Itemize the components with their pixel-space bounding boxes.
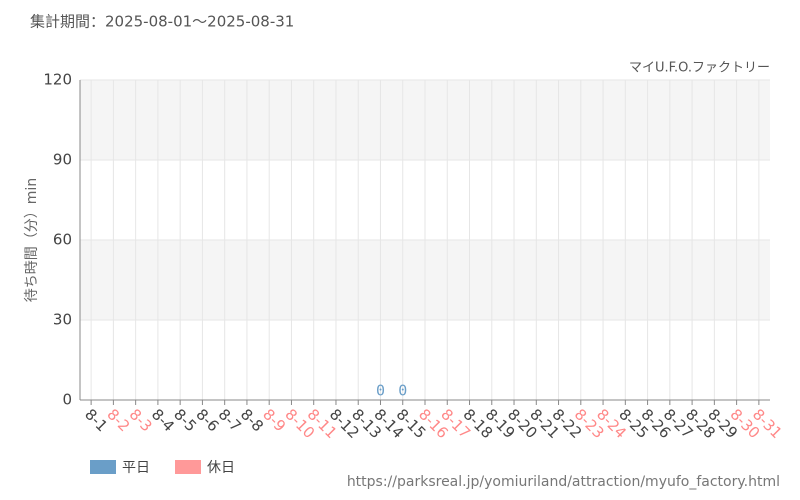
- legend-label: 平日: [122, 460, 150, 476]
- y-axis-label: 待ち時間（分）min: [24, 178, 40, 302]
- y-tick-label: 90: [53, 151, 72, 169]
- chart-title: マイU.F.O.ファクトリー: [629, 61, 770, 76]
- y-tick-label: 60: [53, 231, 72, 249]
- y-tick-label: 120: [43, 71, 72, 89]
- y-tick-label: 0: [62, 391, 72, 409]
- legend-label: 休日: [207, 460, 235, 476]
- y-tick-label: 30: [53, 311, 72, 329]
- value-label: 0: [398, 382, 407, 400]
- chart-subtitle: 集計期間：2025-08-01～2025-08-31: [30, 13, 294, 31]
- source-url: https://parksreal.jp/yomiuriland/attract…: [347, 474, 780, 490]
- legend-swatch: [90, 460, 116, 474]
- value-label: 0: [376, 382, 385, 400]
- legend-swatch: [175, 460, 201, 474]
